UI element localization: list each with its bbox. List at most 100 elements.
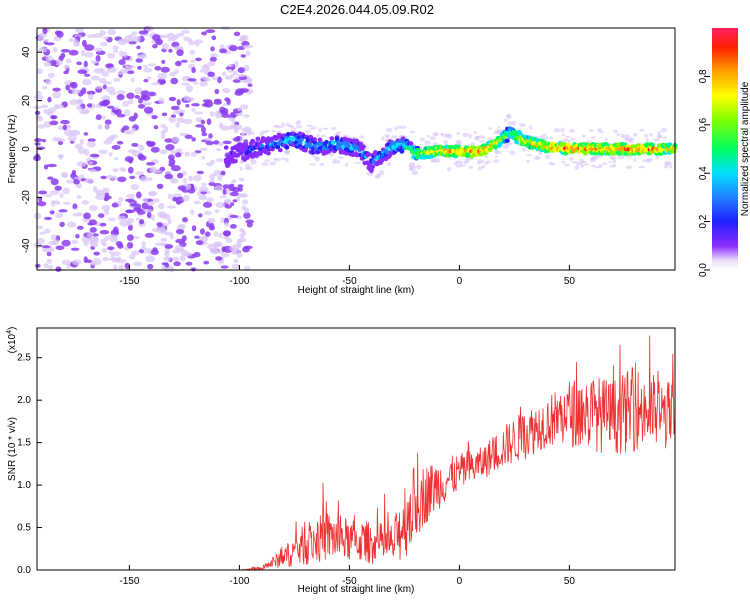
noise-dot — [136, 191, 142, 199]
haze-dot — [484, 155, 489, 159]
noise-dot — [194, 111, 204, 115]
snr-panel: -150 -100 -50 0 50 0.0 0.5 1.0 1.5 2.0 2.5 Height… — [6, 327, 676, 595]
noise-dot — [228, 186, 236, 191]
noise-dot — [92, 258, 102, 265]
noise-dot — [174, 60, 182, 67]
noise-dot — [97, 124, 103, 130]
haze-dot — [669, 164, 673, 169]
noise-dot — [164, 262, 170, 268]
noise-dot — [140, 90, 150, 97]
haze-dot — [574, 165, 580, 170]
noise-dot — [47, 72, 55, 78]
haze-dot — [569, 128, 576, 133]
haze-dot — [633, 157, 637, 162]
noise-dot — [83, 132, 89, 136]
noise-dot — [170, 77, 179, 85]
ridge-point — [505, 138, 510, 143]
noise-dot — [152, 34, 161, 42]
noise-dot — [70, 247, 80, 251]
noise-dot — [208, 133, 213, 139]
noise-dot — [88, 168, 97, 173]
spectrogram-y-label: Frequency (Hz) — [7, 115, 18, 184]
haze-dot — [369, 172, 373, 176]
haze-dot — [560, 127, 565, 133]
noise-dot — [240, 104, 249, 110]
noise-dot — [229, 123, 238, 129]
spectrogram-x-axis: -150 -100 -50 0 50 — [119, 265, 575, 287]
noise-dot — [130, 184, 140, 190]
noise-dot — [101, 248, 108, 253]
noise-dot — [201, 156, 206, 160]
noise-dot — [238, 177, 245, 182]
noise-dot — [203, 260, 210, 265]
haze-dot — [518, 123, 526, 127]
noise-dot — [116, 258, 127, 264]
noise-dot — [81, 49, 86, 57]
snr-series-line — [37, 335, 676, 572]
haze-dot — [663, 164, 669, 169]
noise-dot — [173, 261, 181, 267]
noise-dot — [102, 81, 112, 85]
noise-dot — [104, 236, 109, 242]
ridge-point — [223, 145, 229, 150]
noise-dot — [41, 245, 51, 249]
noise-dot — [187, 78, 197, 82]
haze-dot — [409, 130, 416, 134]
haze-dot — [305, 130, 311, 134]
noise-dot — [62, 201, 72, 205]
noise-dot — [48, 107, 56, 114]
noise-dot — [200, 147, 208, 151]
noise-dot — [175, 152, 182, 158]
haze-dot — [492, 159, 500, 163]
ridge-point — [324, 140, 329, 145]
haze-dot — [616, 133, 621, 136]
noise-dot — [168, 115, 177, 123]
noise-dot — [42, 85, 48, 90]
noise-dot — [38, 196, 43, 202]
haze-dot — [244, 165, 251, 170]
ridge-point — [285, 132, 291, 137]
noise-dot — [98, 149, 108, 154]
noise-dot — [43, 228, 51, 234]
noise-dot — [103, 99, 111, 106]
noise-dot — [107, 28, 117, 35]
noise-dot — [240, 79, 250, 84]
haze-dot — [269, 161, 277, 166]
noise-dot — [201, 103, 209, 107]
noise-dot — [95, 55, 101, 62]
noise-dot — [225, 238, 233, 243]
noise-dot — [171, 136, 181, 143]
noise-dot — [55, 245, 65, 251]
noise-dot — [58, 154, 63, 160]
haze-dot — [582, 134, 586, 138]
haze-dot — [505, 142, 509, 146]
noise-dot — [199, 80, 208, 87]
noise-dot — [101, 115, 107, 120]
noise-dot — [213, 231, 219, 237]
noise-dot — [237, 184, 244, 188]
haze-dot — [481, 165, 485, 169]
haze-dot — [567, 140, 571, 143]
haze-dot — [570, 137, 575, 141]
noise-dot — [113, 264, 118, 271]
noise-dot — [215, 158, 224, 163]
haze-dot — [329, 152, 334, 157]
noise-dot — [159, 149, 168, 155]
noise-dot — [101, 204, 111, 212]
noise-dot — [164, 251, 170, 257]
haze-dot — [485, 160, 492, 163]
haze-dot — [259, 132, 265, 136]
ridge-point — [448, 145, 453, 150]
noise-dot — [161, 132, 166, 140]
noise-dot — [245, 219, 254, 224]
noise-dot — [233, 127, 239, 134]
noise-dot — [164, 173, 174, 180]
snr-scale-prefix: (x10 — [7, 333, 18, 353]
haze-dot — [526, 159, 531, 164]
snr-scale-exponent: 4 — [6, 330, 13, 334]
noise-dot — [156, 183, 164, 189]
y-tick-label: 1.5 — [17, 438, 31, 449]
noise-dot — [170, 105, 180, 111]
haze-dot — [657, 134, 662, 138]
noise-dot — [126, 92, 135, 100]
